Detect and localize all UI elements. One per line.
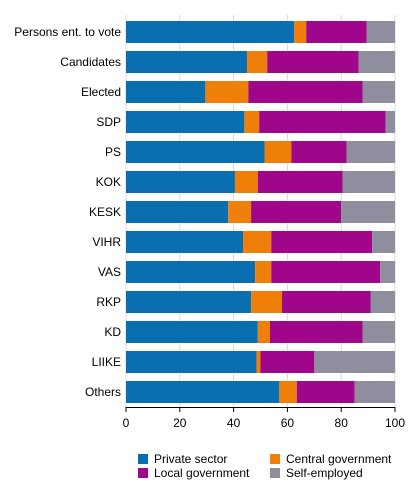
category-label: VIHR: [92, 235, 121, 249]
bar-segment: [247, 51, 268, 73]
legend: Private sector Central government Local go…: [138, 452, 392, 480]
bar-segment: [370, 291, 395, 313]
x-tick-label: 80: [335, 416, 349, 430]
bar-segment: [267, 51, 359, 73]
bars-layer: [126, 21, 395, 403]
category-label: RKP: [96, 295, 121, 309]
bar-segment: [362, 81, 395, 103]
category-label: KD: [104, 325, 121, 339]
bar-segment: [244, 111, 260, 133]
bar-segment: [251, 201, 342, 223]
bar-segment: [358, 51, 395, 73]
bar-segment: [354, 381, 395, 403]
bar-segment: [126, 51, 248, 73]
bar-segment: [126, 231, 244, 253]
bar-segment: [366, 21, 395, 43]
bar-segment: [126, 351, 257, 373]
bar-segment: [228, 201, 252, 223]
bar-segment: [126, 261, 256, 283]
bar-segment: [126, 381, 280, 403]
bar-segment: [385, 111, 395, 133]
x-tick-label: 60: [281, 416, 295, 430]
bar-segment: [282, 291, 371, 313]
category-label: Candidates: [60, 55, 121, 69]
legend-label: Local government: [154, 466, 250, 480]
legend-swatch: [138, 468, 148, 478]
legend-label: Central government: [286, 452, 392, 466]
category-label: VAS: [98, 265, 121, 279]
bar-segment: [341, 201, 395, 223]
category-label: Elected: [81, 85, 121, 99]
bar-segment: [264, 141, 292, 163]
axis-layer: 0 20 40 60 80 100: [123, 407, 405, 430]
bar-segment: [294, 21, 307, 43]
bar-segment: [279, 381, 297, 403]
bar-segment: [257, 171, 343, 193]
category-label: KESK: [89, 205, 121, 219]
bar-segment: [251, 291, 283, 313]
bar-segment: [260, 351, 315, 373]
bar-segment: [255, 261, 272, 283]
x-tick-label: 0: [123, 416, 130, 430]
bar-segment: [269, 321, 363, 343]
bar-segment: [205, 81, 249, 103]
category-label: Persons ent. to vote: [14, 25, 121, 39]
bar-segment: [271, 261, 381, 283]
legend-swatch: [270, 454, 280, 464]
bar-segment: [306, 21, 367, 43]
bar-segment: [256, 351, 261, 373]
bar-segment: [257, 321, 270, 343]
bar-segment: [380, 261, 395, 283]
legend-swatch: [270, 468, 280, 478]
category-label: LIIKE: [92, 355, 121, 369]
bar-segment: [126, 141, 265, 163]
bar-segment: [243, 231, 272, 253]
category-label: SDP: [96, 115, 121, 129]
bar-segment: [126, 201, 229, 223]
bar-segment: [271, 231, 373, 253]
bar-segment: [259, 111, 386, 133]
x-tick-label: 20: [173, 416, 187, 430]
category-label: PS: [105, 145, 121, 159]
bar-segment: [126, 81, 206, 103]
category-label: Others: [85, 385, 121, 399]
bar-segment: [346, 141, 395, 163]
category-label: KOK: [96, 175, 121, 189]
bar-segment: [234, 171, 258, 193]
bar-segment: [126, 321, 258, 343]
category-labels: Persons ent. to vote Candidates Elected SDP…: [14, 25, 121, 399]
x-tick-label: 100: [385, 416, 405, 430]
legend-label: Private sector: [154, 452, 227, 466]
bar-segment: [314, 351, 395, 373]
bar-segment: [362, 321, 395, 343]
bar-segment: [126, 171, 235, 193]
bar-segment: [372, 231, 395, 253]
x-tick-label: 40: [227, 416, 241, 430]
legend-swatch: [138, 454, 148, 464]
bar-segment: [126, 111, 245, 133]
bar-segment: [126, 21, 295, 43]
bar-segment: [291, 141, 347, 163]
legend-label: Self-employed: [286, 466, 363, 480]
bar-segment: [296, 381, 355, 403]
bar-segment: [248, 81, 363, 103]
bar-segment: [126, 291, 252, 313]
bar-segment: [342, 171, 395, 193]
